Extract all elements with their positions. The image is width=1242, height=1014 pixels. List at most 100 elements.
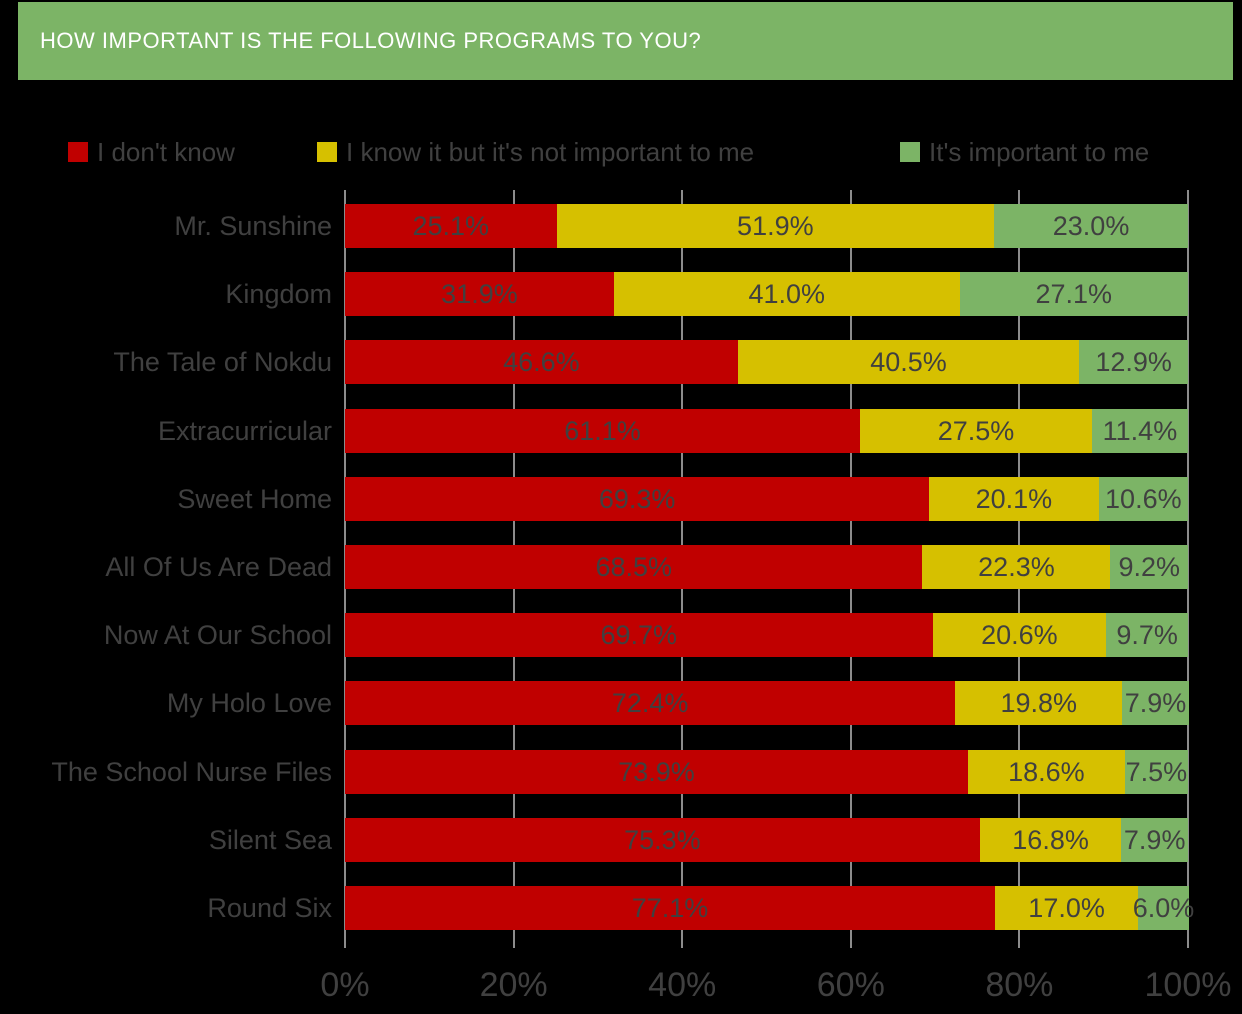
bar-segment: 68.5%: [345, 545, 923, 589]
bar-segment: 9.7%: [1106, 613, 1188, 658]
bar-segment: 46.6%: [345, 340, 738, 385]
value-label: 40.5%: [870, 347, 947, 378]
bar-segment: 72.4%: [345, 681, 956, 726]
bar-segment: 77.1%: [345, 886, 995, 930]
bar-row: Now At Our School 69.7% 20.6% 9.7%: [0, 613, 1242, 658]
value-label: 7.5%: [1125, 756, 1188, 787]
bar-segment: 19.8%: [955, 681, 1123, 726]
value-label: 9.7%: [1116, 620, 1178, 651]
category-label: Mr. Sunshine: [174, 211, 332, 241]
bar-segment: 6.0%: [1133, 886, 1194, 930]
legend-swatch-icon: [68, 142, 88, 162]
bar-segment: 40.5%: [737, 340, 1080, 385]
bar-row: My Holo Love 72.4% 19.8% 7.9%: [0, 681, 1242, 726]
value-label: 22.3%: [978, 552, 1055, 582]
bar-segment: 27.5%: [860, 408, 1092, 453]
bar-segment: 41.0%: [613, 272, 960, 317]
value-label: 7.9%: [1123, 824, 1186, 855]
bar-row: Round Six 77.1% 17.0% 6.0%: [0, 886, 1242, 930]
bar-row: The School Nurse Files 73.9% 18.6% 7.5%: [0, 749, 1242, 794]
x-axis-tick-label: 100%: [1144, 966, 1232, 1004]
bar-segment: 25.1%: [345, 204, 557, 248]
legend-item: I don't know: [68, 136, 235, 167]
value-label: 17.0%: [1028, 893, 1105, 923]
category-label: Round Six: [207, 893, 332, 923]
legend-label: It's important to me: [929, 136, 1150, 167]
bar-row: Sweet Home 69.3% 20.1% 10.6%: [0, 476, 1242, 521]
value-label: 61.1%: [564, 415, 641, 446]
category-label: Silent Sea: [208, 824, 332, 855]
value-label: 69.7%: [600, 620, 678, 651]
bar-row: All Of Us Are Dead 68.5% 22.3% 9.2%: [0, 545, 1242, 589]
bar-segment: 7.9%: [1121, 817, 1188, 862]
x-axis-tick-label: 80%: [985, 966, 1054, 1004]
value-label: 12.9%: [1095, 347, 1172, 378]
value-label: 73.9%: [618, 756, 695, 787]
category-label: My Holo Love: [166, 688, 332, 719]
bar-segment: 75.3%: [345, 817, 980, 862]
x-axis-tick-label: 0%: [320, 966, 370, 1004]
bar-segment: 9.2%: [1110, 545, 1188, 589]
chart-title: HOW IMPORTANT IS THE FOLLOWING PROGRAMS …: [40, 28, 702, 53]
bar-segment: 7.5%: [1124, 749, 1188, 794]
category-label: Kingdom: [225, 279, 332, 310]
legend-swatch-icon: [900, 142, 920, 162]
legend-item: It's important to me: [900, 136, 1150, 167]
legend-item: I know it but it's not important to me: [317, 137, 754, 167]
value-label: 16.8%: [1012, 824, 1089, 855]
legend-swatch-icon: [317, 142, 337, 162]
category-label: Now At Our School: [103, 620, 332, 651]
value-label: 23.0%: [1052, 211, 1130, 241]
bar-segment: 20.1%: [929, 476, 1099, 521]
bar-row: Silent Sea 75.3% 16.8% 7.9%: [0, 817, 1242, 862]
category-label: The Tale of Nokdu: [113, 347, 332, 378]
bar-segment: 69.3%: [345, 476, 930, 521]
value-label: 68.5%: [595, 552, 672, 582]
value-label: 20.1%: [975, 483, 1053, 514]
bar-row: Extracurricular 61.1% 27.5% 11.4%: [0, 408, 1242, 453]
bar-segment: 10.6%: [1098, 476, 1188, 521]
value-label: 69.3%: [598, 483, 676, 514]
category-label: Sweet Home: [177, 483, 332, 514]
bar-segment: 11.4%: [1091, 408, 1188, 453]
category-label: All Of Us Are Dead: [105, 552, 332, 582]
x-axis-tick-label: 60%: [816, 966, 885, 1004]
value-label: 75.3%: [624, 824, 701, 855]
value-label: 27.5%: [937, 415, 1015, 446]
value-label: 41.0%: [748, 279, 825, 310]
bar-segment: 18.6%: [967, 749, 1125, 794]
bar-row: Kingdom 31.9% 41.0% 27.1%: [0, 272, 1242, 317]
bar-segment: 31.9%: [345, 272, 614, 317]
value-label: 7.9%: [1124, 688, 1187, 719]
value-label: 9.2%: [1118, 552, 1180, 582]
bar-segment: 61.1%: [345, 408, 861, 453]
value-label: 46.6%: [503, 347, 580, 378]
legend-label: I don't know: [97, 136, 235, 167]
x-axis-tick-label: 20%: [479, 966, 548, 1004]
bar-segment: 16.8%: [979, 817, 1122, 862]
category-label: Extracurricular: [157, 415, 332, 446]
value-label: 19.8%: [1000, 688, 1078, 719]
value-label: 31.9%: [441, 279, 518, 310]
value-label: 20.6%: [981, 620, 1058, 651]
value-label: 18.6%: [1008, 756, 1085, 787]
x-axis-tick-label: 40%: [648, 966, 717, 1004]
bar-segment: 17.0%: [994, 886, 1139, 930]
value-label: 11.4%: [1102, 415, 1178, 446]
value-label: 27.1%: [1035, 279, 1113, 310]
value-label: 6.0%: [1132, 893, 1195, 923]
bar-segment: 73.9%: [345, 749, 968, 794]
gridline: [1187, 190, 1189, 948]
legend: I don't know I know it but it's not impor…: [0, 136, 1242, 168]
bar-row: The Tale of Nokdu 46.6% 40.5% 12.9%: [0, 340, 1242, 385]
value-label: 77.1%: [631, 893, 709, 923]
bar-row: Mr. Sunshine 25.1% 51.9% 23.0%: [0, 204, 1242, 248]
bar-segment: 22.3%: [922, 545, 1111, 589]
bar-segment: 23.0%: [994, 204, 1188, 248]
bar-segment: 20.6%: [932, 613, 1107, 658]
bar-segment: 69.7%: [345, 613, 933, 658]
value-label: 25.1%: [412, 211, 490, 241]
category-label: The School Nurse Files: [51, 756, 332, 787]
bar-segment: 27.1%: [959, 272, 1188, 317]
bar-segment: 51.9%: [556, 204, 995, 248]
